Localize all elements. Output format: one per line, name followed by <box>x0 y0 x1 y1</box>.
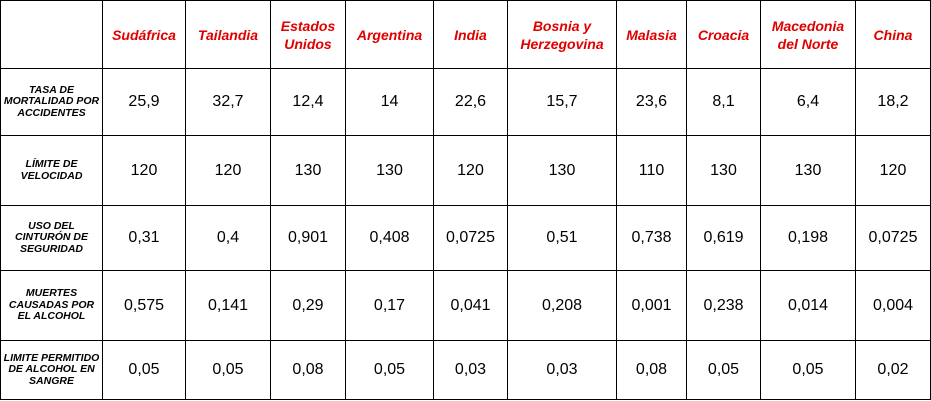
cell-value: 0,004 <box>855 270 931 341</box>
cell-value: 130 <box>760 135 856 206</box>
corner-cell <box>0 0 103 69</box>
row-label: MUERTES CAUSADAS POR EL ALCOHOL <box>0 270 103 341</box>
cell-value: 0,05 <box>102 340 186 400</box>
cell-value: 0,05 <box>345 340 434 400</box>
cell-value: 15,7 <box>507 68 617 136</box>
cell-value: 130 <box>345 135 434 206</box>
cell-value: 0,4 <box>185 205 271 271</box>
cell-value: 0,041 <box>433 270 508 341</box>
cell-value: 0,208 <box>507 270 617 341</box>
cell-value: 0,08 <box>270 340 346 400</box>
cell-value: 8,1 <box>686 68 761 136</box>
cell-value: 120 <box>102 135 186 206</box>
cell-value: 0,014 <box>760 270 856 341</box>
table-row: MUERTES CAUSADAS POR EL ALCOHOL 0,575 0,14… <box>0 270 931 341</box>
cell-value: 32,7 <box>185 68 271 136</box>
cell-value: 0,31 <box>102 205 186 271</box>
cell-value: 0,198 <box>760 205 856 271</box>
cell-value: 23,6 <box>616 68 687 136</box>
column-header: India <box>433 0 508 69</box>
cell-value: 0,05 <box>686 340 761 400</box>
column-header: Estados Unidos <box>270 0 346 69</box>
cell-value: 130 <box>270 135 346 206</box>
table-row: TASA DE MORTALIDAD POR ACCIDENTES 25,9 32,… <box>0 68 931 136</box>
cell-value: 0,901 <box>270 205 346 271</box>
cell-value: 0,02 <box>855 340 931 400</box>
cell-value: 0,238 <box>686 270 761 341</box>
cell-value: 18,2 <box>855 68 931 136</box>
column-header: Macedonia del Norte <box>760 0 856 69</box>
cell-value: 130 <box>686 135 761 206</box>
cell-value: 0,738 <box>616 205 687 271</box>
row-label: TASA DE MORTALIDAD POR ACCIDENTES <box>0 68 103 136</box>
cell-value: 0,619 <box>686 205 761 271</box>
table-row: LIMITE PERMITIDO DE ALCOHOL EN SANGRE 0,0… <box>0 340 931 400</box>
row-label: LIMITE PERMITIDO DE ALCOHOL EN SANGRE <box>0 340 103 400</box>
cell-value: 120 <box>185 135 271 206</box>
cell-value: 22,6 <box>433 68 508 136</box>
row-label: USO DEL CINTURÓN DE SEGURIDAD <box>0 205 103 271</box>
cell-value: 0,03 <box>433 340 508 400</box>
column-header: Tailandia <box>185 0 271 69</box>
cell-value: 0,05 <box>760 340 856 400</box>
cell-value: 0,0725 <box>433 205 508 271</box>
cell-value: 25,9 <box>102 68 186 136</box>
cell-value: 0,0725 <box>855 205 931 271</box>
cell-value: 0,575 <box>102 270 186 341</box>
cell-value: 0,29 <box>270 270 346 341</box>
cell-value: 0,408 <box>345 205 434 271</box>
cell-value: 12,4 <box>270 68 346 136</box>
table-row: USO DEL CINTURÓN DE SEGURIDAD 0,31 0,4 0,90… <box>0 205 931 271</box>
cell-value: 0,05 <box>185 340 271 400</box>
cell-value: 14 <box>345 68 434 136</box>
cell-value: 120 <box>855 135 931 206</box>
cell-value: 0,141 <box>185 270 271 341</box>
column-header: China <box>855 0 931 69</box>
cell-value: 110 <box>616 135 687 206</box>
cell-value: 0,17 <box>345 270 434 341</box>
table-row: LÍMITE DE VELOCIDAD 120 120 130 130 120 130 110… <box>0 135 931 206</box>
column-header: Argentina <box>345 0 434 69</box>
cell-value: 130 <box>507 135 617 206</box>
cell-value: 6,4 <box>760 68 856 136</box>
column-header: Malasia <box>616 0 687 69</box>
header-row: Sudáfrica Tailandia Estados Unidos Argentin… <box>0 0 931 69</box>
column-header: Croacia <box>686 0 761 69</box>
column-header: Sudáfrica <box>102 0 186 69</box>
column-header: Bosnia y Herzegovina <box>507 0 617 69</box>
cell-value: 0,51 <box>507 205 617 271</box>
cell-value: 0,03 <box>507 340 617 400</box>
cell-value: 120 <box>433 135 508 206</box>
row-label: LÍMITE DE VELOCIDAD <box>0 135 103 206</box>
cell-value: 0,001 <box>616 270 687 341</box>
cell-value: 0,08 <box>616 340 687 400</box>
